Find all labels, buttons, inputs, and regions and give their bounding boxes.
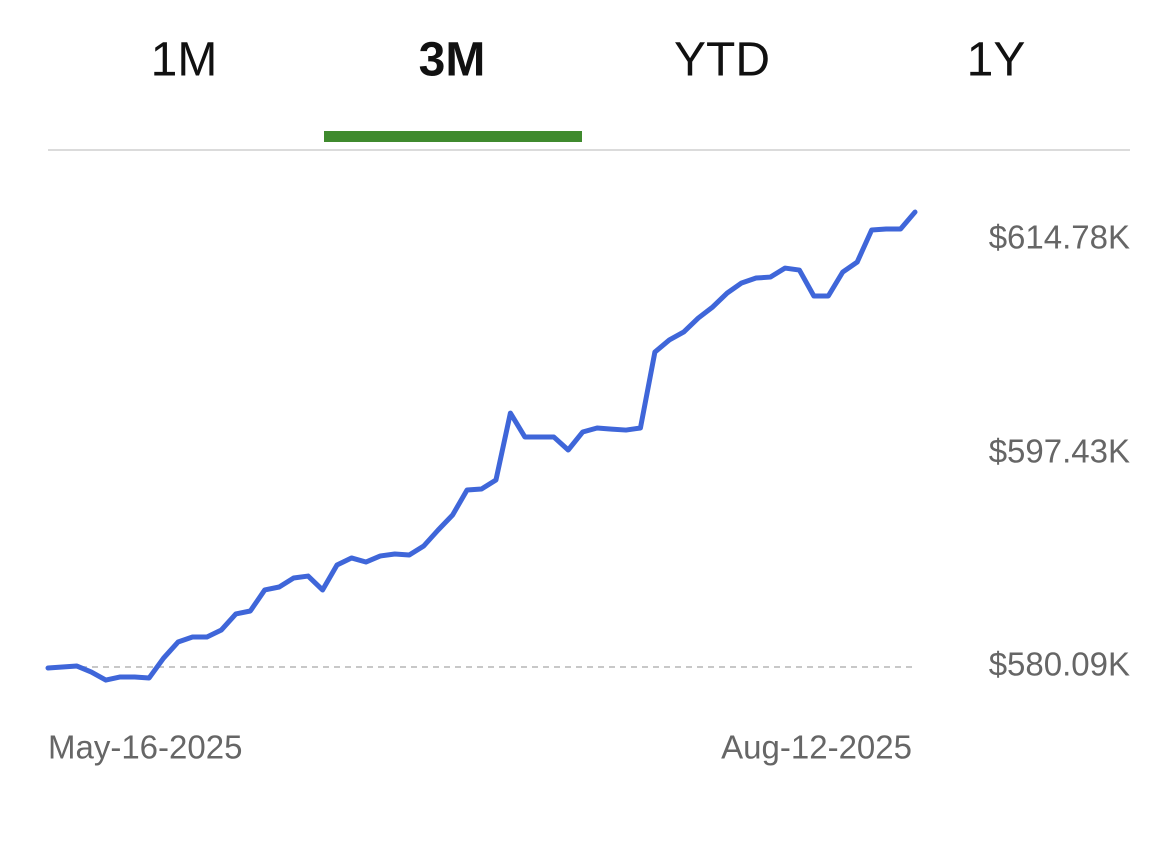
tab[interactable]: 3M [419, 34, 486, 87]
tab[interactable]: 1M [151, 34, 218, 87]
tab[interactable]: YTD [674, 34, 770, 87]
y-tick-label: $580.09K [989, 646, 1130, 683]
period-tabs: 1M 3M YTD 1Y [151, 34, 1026, 87]
y-tick-label: $597.43K [989, 432, 1130, 469]
tab[interactable]: 1Y [967, 34, 1026, 87]
x-tick-label: Aug-12-2025 [721, 729, 912, 766]
tab-indicator [324, 131, 582, 142]
value-line [45, 209, 918, 683]
y-tick-label: $614.78K [989, 219, 1130, 256]
x-tick-label: May-16-2025 [48, 729, 242, 766]
